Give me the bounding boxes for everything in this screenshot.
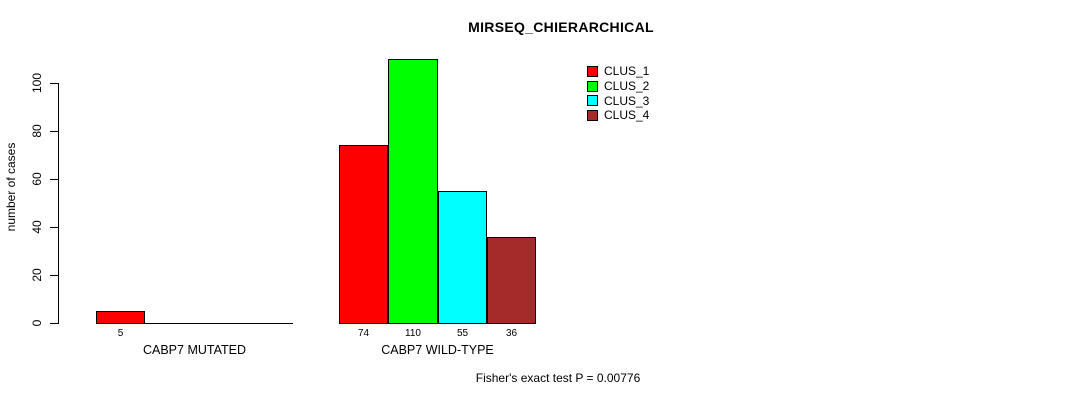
legend: CLUS_1 CLUS_2 CLUS_3 CLUS_4 [587,64,649,123]
legend-label: CLUS_1 [604,64,650,79]
bar-clus_2-2 [388,59,438,324]
bar-value-label: 36 [505,328,518,339]
legend-label: CLUS_2 [604,79,650,94]
bar-value-label: 74 [357,328,370,339]
bar-value-label: 55 [456,328,469,339]
y-tick-mark [50,323,58,324]
x-category-label: CABP7 MUTATED [142,343,247,357]
y-tick-mark [50,83,58,84]
chart-title: MIRSEQ_CHIERARCHICAL [468,19,654,35]
x-category-label: CABP7 WILD-TYPE [381,343,494,357]
legend-row: CLUS_4 [587,108,649,123]
y-axis-label: number of cases [4,142,18,232]
y-tick-mark [50,131,58,132]
bar-clus_1-1 [96,311,145,324]
y-tick-label: 20 [30,268,44,282]
bar-value-label: 110 [405,328,421,339]
group-baseline [96,323,293,324]
legend-swatch-icon [587,109,598,121]
legend-label: CLUS_4 [604,108,650,123]
y-tick-label: 100 [30,72,44,94]
y-tick-label: 60 [30,172,44,186]
legend-label: CLUS_3 [604,93,650,108]
y-tick-label: 0 [30,319,44,327]
bar-value-label: 5 [117,328,124,339]
y-tick-mark [50,227,58,228]
y-tick-label: 80 [30,124,44,138]
legend-swatch-icon [587,80,598,92]
y-tick-mark [50,179,58,180]
bar-clus_3-2 [438,191,487,324]
bar-clus_1-2 [339,145,388,324]
y-tick-mark [50,275,58,276]
y-axis-line [58,83,59,324]
legend-row: CLUS_3 [587,93,649,108]
legend-row: CLUS_1 [587,64,649,79]
y-tick-label: 40 [30,220,44,234]
bar-clus_4-2 [487,237,536,324]
legend-swatch-icon [587,65,598,77]
fisher-test-annotation: Fisher's exact test P = 0.00776 [475,371,641,385]
legend-row: CLUS_2 [587,79,649,94]
legend-swatch-icon [587,95,598,107]
